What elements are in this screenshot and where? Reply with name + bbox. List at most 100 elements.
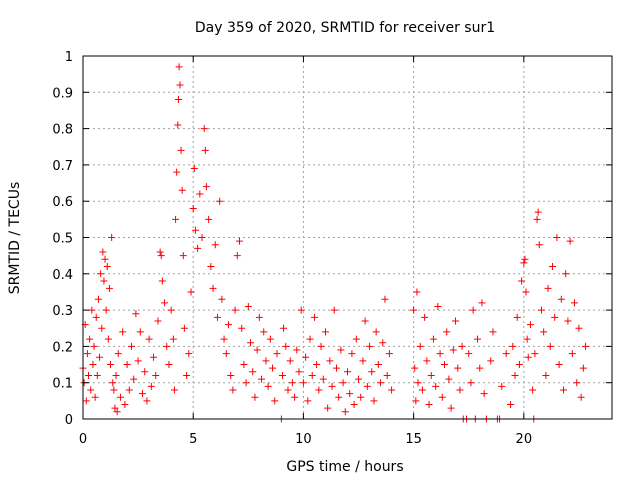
data-point xyxy=(130,375,138,383)
y-tick-label: 0.5 xyxy=(52,232,73,247)
data-point xyxy=(537,306,545,314)
data-point xyxy=(330,306,338,314)
data-point xyxy=(123,361,131,369)
data-point xyxy=(127,342,135,350)
data-point xyxy=(436,350,444,358)
data-point xyxy=(249,368,257,376)
data-point xyxy=(341,408,349,416)
data-point xyxy=(412,397,420,405)
data-point xyxy=(104,335,112,343)
data-point xyxy=(458,342,466,350)
data-point xyxy=(229,386,237,394)
data-point xyxy=(299,379,307,387)
data-point xyxy=(383,371,391,379)
data-point xyxy=(179,252,187,260)
data-point xyxy=(414,379,422,387)
data-point xyxy=(366,342,374,350)
data-point xyxy=(108,234,116,241)
data-point xyxy=(319,375,327,383)
data-point xyxy=(244,302,252,310)
data-point xyxy=(363,382,371,390)
data-point xyxy=(269,364,277,372)
data-point xyxy=(476,364,484,372)
data-point xyxy=(172,215,180,223)
data-point xyxy=(170,386,178,394)
data-point xyxy=(99,248,107,256)
data-point xyxy=(469,306,477,314)
data-point xyxy=(97,270,105,278)
data-point xyxy=(98,324,106,332)
data-point xyxy=(157,252,165,260)
data-point xyxy=(85,371,93,379)
y-tick-label: 1 xyxy=(65,50,73,65)
data-point xyxy=(293,346,301,354)
data-point xyxy=(176,81,184,89)
data-point xyxy=(372,328,380,336)
y-tick-label: 0 xyxy=(65,413,73,428)
data-point xyxy=(573,379,581,387)
data-point xyxy=(368,368,376,376)
data-point xyxy=(161,299,169,307)
data-point xyxy=(141,368,149,376)
data-point xyxy=(143,397,151,405)
data-point xyxy=(207,263,215,271)
data-point xyxy=(575,324,583,332)
data-point xyxy=(139,390,147,398)
data-point xyxy=(231,306,239,314)
data-point xyxy=(201,146,209,154)
data-point xyxy=(480,390,488,398)
data-point xyxy=(260,328,268,336)
data-point xyxy=(103,263,111,271)
data-point xyxy=(284,386,292,394)
data-point xyxy=(337,346,345,354)
data-point xyxy=(535,241,543,249)
data-point xyxy=(438,393,446,401)
data-point xyxy=(158,277,166,285)
data-point xyxy=(553,234,561,241)
data-point xyxy=(105,284,113,292)
data-point xyxy=(238,324,246,332)
data-point xyxy=(177,146,185,154)
data-point xyxy=(111,404,119,412)
data-point xyxy=(540,328,548,336)
y-tick-label: 0.8 xyxy=(52,123,73,138)
data-point xyxy=(233,252,241,260)
data-point xyxy=(521,255,529,263)
data-point xyxy=(568,350,576,358)
data-point xyxy=(560,386,568,394)
data-point xyxy=(452,317,460,325)
x-tick-label: 0 xyxy=(79,432,87,447)
x-tick-label: 5 xyxy=(189,432,197,447)
data-point xyxy=(183,371,191,379)
data-points xyxy=(79,63,590,423)
data-point xyxy=(150,353,158,361)
data-point xyxy=(326,357,334,365)
data-point xyxy=(518,277,526,285)
data-point xyxy=(478,299,486,307)
data-point xyxy=(167,306,175,314)
data-point xyxy=(410,306,418,314)
data-point xyxy=(86,335,94,343)
y-axis-label: SRMTID / TECUs xyxy=(7,182,23,295)
data-point xyxy=(242,379,250,387)
data-point xyxy=(119,328,127,336)
data-point xyxy=(286,357,294,365)
data-point xyxy=(125,386,133,394)
data-point xyxy=(381,295,389,303)
data-point xyxy=(132,310,140,318)
y-tick-label: 0.6 xyxy=(52,195,73,210)
data-point xyxy=(445,375,453,383)
data-point xyxy=(165,361,173,369)
data-point xyxy=(102,306,110,314)
data-point xyxy=(531,350,539,358)
y-tick-label: 0.7 xyxy=(52,159,73,174)
data-point xyxy=(92,313,100,321)
data-point xyxy=(456,386,464,394)
data-point xyxy=(321,328,329,336)
data-point xyxy=(163,342,171,350)
data-point xyxy=(522,288,530,296)
data-point xyxy=(582,342,590,350)
data-point xyxy=(328,382,336,390)
data-point xyxy=(551,313,559,321)
